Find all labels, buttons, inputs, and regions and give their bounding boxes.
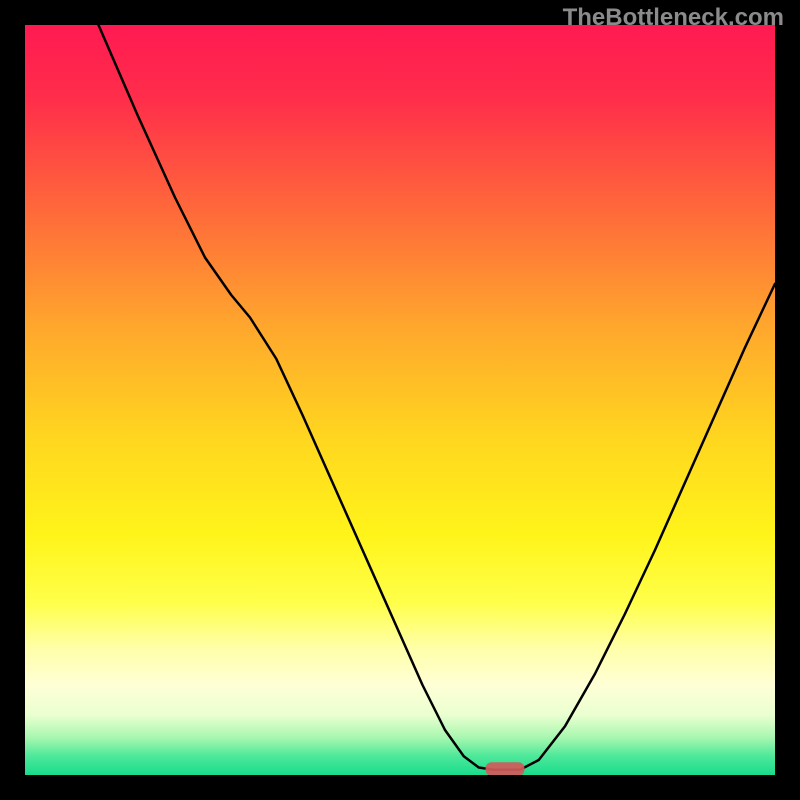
curve-layer [25, 25, 775, 775]
watermark-text: TheBottleneck.com [563, 4, 784, 32]
optimal-marker [486, 762, 525, 775]
bottleneck-curve [99, 25, 776, 770]
plot-area [25, 25, 775, 775]
chart-frame: TheBottleneck.com [0, 0, 800, 800]
